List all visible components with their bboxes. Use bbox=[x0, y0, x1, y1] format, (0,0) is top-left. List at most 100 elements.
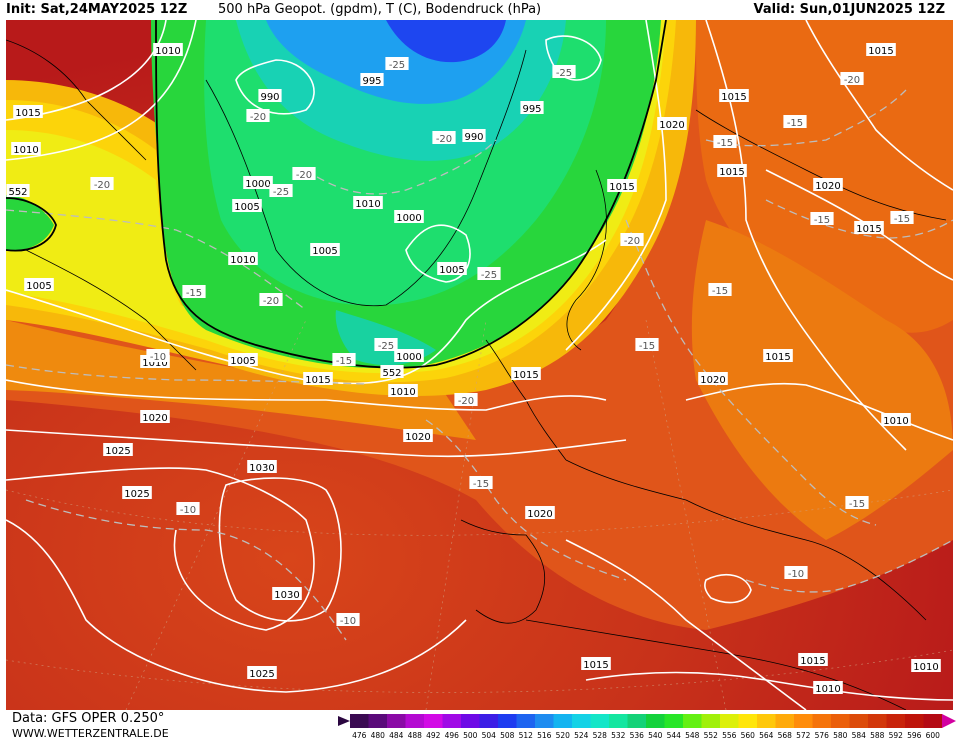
colorbar-tick-label: 496 bbox=[445, 731, 460, 740]
pressure-label-text: 1020 bbox=[700, 375, 725, 386]
temperature-label: -15 bbox=[332, 353, 356, 367]
temperature-label-text: -20 bbox=[624, 236, 640, 247]
colorbar-tick-label: 580 bbox=[833, 731, 848, 740]
pressure-label-text: 1015 bbox=[583, 660, 608, 671]
temperature-label: -20 bbox=[620, 233, 644, 247]
colorbar-swatch bbox=[923, 714, 943, 728]
weather-map: 1010 1015 1010 990 995 995 990 1000 1005 1010 1000… bbox=[6, 20, 953, 710]
pressure-label-box bbox=[813, 178, 843, 191]
pressure-label-box bbox=[719, 89, 749, 102]
pressure-label-text: 1015 bbox=[765, 352, 790, 363]
pressure-label-text: 1010 bbox=[390, 387, 415, 398]
pressure-label: 1015 bbox=[763, 349, 793, 363]
pressure-label: 1010 bbox=[881, 413, 911, 427]
pressure-label: 1020 bbox=[813, 178, 843, 192]
temperature-label: -25 bbox=[269, 184, 293, 198]
temperature-label-box bbox=[336, 613, 360, 626]
pressure-label: 995 bbox=[360, 73, 384, 87]
pressure-label-text: 995 bbox=[362, 76, 381, 87]
colorbar-tick-label: 596 bbox=[907, 731, 922, 740]
temperature-label-text: -20 bbox=[263, 296, 279, 307]
colorbar-swatch bbox=[757, 714, 776, 728]
colorbar-swatch bbox=[424, 714, 443, 728]
pressure-label-box bbox=[228, 353, 258, 366]
colorbar-swatch bbox=[405, 714, 425, 728]
colorbar-tick-label: 508 bbox=[500, 731, 515, 740]
colorbar-tick-label: 592 bbox=[889, 731, 904, 740]
temperature-label-box bbox=[810, 212, 834, 225]
pressure-label-box bbox=[607, 179, 637, 192]
geopotential-label-text: 552 bbox=[382, 368, 401, 379]
pressure-label-text: 1015 bbox=[609, 182, 634, 193]
pressure-label-text: 1030 bbox=[274, 590, 299, 601]
colorbar-tick-label: 576 bbox=[815, 731, 830, 740]
temperature-label-box bbox=[845, 496, 869, 509]
geopotential-552-contour bbox=[6, 20, 667, 369]
geopotential-labels: 552 552 bbox=[6, 184, 404, 379]
colorbar-tick-label: 536 bbox=[630, 731, 645, 740]
colorbar-max-arrow bbox=[942, 714, 956, 728]
isotherms bbox=[6, 89, 953, 641]
temperature-label: -20 bbox=[246, 109, 270, 123]
temperature-label-box bbox=[552, 65, 576, 78]
pressure-labels: 1010 1015 1010 990 995 995 990 1000 1005 1010 1000… bbox=[11, 43, 941, 695]
temperature-label-text: -15 bbox=[814, 215, 830, 226]
pressure-label-box bbox=[437, 262, 467, 275]
temperature-label: -15 bbox=[845, 496, 869, 510]
temperature-label-box bbox=[146, 349, 170, 362]
colorbar-swatch bbox=[516, 714, 536, 728]
graticule bbox=[6, 319, 953, 710]
pressure-label-text: 1005 bbox=[26, 281, 51, 292]
pressure-label-text: 995 bbox=[522, 104, 541, 115]
temperature-label-box bbox=[385, 57, 409, 70]
temperature-label-box bbox=[477, 267, 501, 280]
pressure-label-box bbox=[525, 506, 555, 519]
pressure-label: 1015 bbox=[511, 367, 541, 381]
temperature-label: -25 bbox=[374, 338, 398, 352]
field-508 bbox=[386, 20, 506, 63]
temperature-label: -20 bbox=[259, 293, 283, 307]
temperature-label-text: -25 bbox=[481, 270, 497, 281]
field-548-west bbox=[6, 195, 54, 251]
data-source: Data: GFS OPER 0.250° bbox=[12, 711, 165, 726]
pressure-label: 1000 bbox=[394, 349, 424, 363]
temperature-label: -25 bbox=[552, 65, 576, 79]
pressure-label-box bbox=[243, 176, 273, 189]
temperature-label-box bbox=[890, 211, 914, 224]
colorbar-tick-label: 504 bbox=[482, 731, 497, 740]
colorbar-tick-label: 564 bbox=[759, 731, 774, 740]
pressure-label-box bbox=[881, 413, 911, 426]
temperature-label: -15 bbox=[890, 211, 914, 225]
init-time: Init: Sat,24MAY2025 12Z bbox=[6, 2, 188, 17]
pressure-label-box bbox=[122, 486, 152, 499]
pressure-label: 1015 bbox=[303, 372, 333, 386]
temperature-label-text: -15 bbox=[787, 118, 803, 129]
pressure-label-box bbox=[798, 653, 828, 666]
pressure-label: 1020 bbox=[140, 410, 170, 424]
pressure-label: 1010 bbox=[153, 43, 183, 57]
temperature-label-box bbox=[784, 566, 808, 579]
pressure-label-text: 1010 bbox=[13, 145, 38, 156]
chart-footer: Data: GFS OPER 0.250° WWW.WETTERZENTRALE… bbox=[0, 710, 959, 741]
field-552 bbox=[6, 20, 666, 374]
pressure-label-text: 1005 bbox=[230, 356, 255, 367]
pressure-label: 1030 bbox=[272, 587, 302, 601]
temperature-label-box bbox=[259, 293, 283, 306]
pressure-label: 1005 bbox=[310, 243, 340, 257]
temperature-label-text: -25 bbox=[556, 68, 572, 79]
colorbar-swatch bbox=[590, 714, 610, 728]
pressure-label: 1025 bbox=[122, 486, 152, 500]
pressure-label-box bbox=[11, 142, 41, 155]
temperature-label-text: -15 bbox=[336, 356, 352, 367]
temperature-label-text: -25 bbox=[378, 341, 394, 352]
pressure-label-box bbox=[717, 164, 747, 177]
temperature-label-text: -20 bbox=[296, 170, 312, 181]
colorbar-tick-label: 568 bbox=[778, 731, 793, 740]
pressure-label: 1010 bbox=[911, 659, 941, 673]
temperature-label-box bbox=[176, 502, 200, 515]
temperature-label: -15 bbox=[635, 338, 659, 352]
colorbar-swatch bbox=[849, 714, 869, 728]
colorbar-tick-label: 488 bbox=[408, 731, 423, 740]
temperature-label-box bbox=[635, 338, 659, 351]
pressure-label-box bbox=[520, 101, 544, 114]
